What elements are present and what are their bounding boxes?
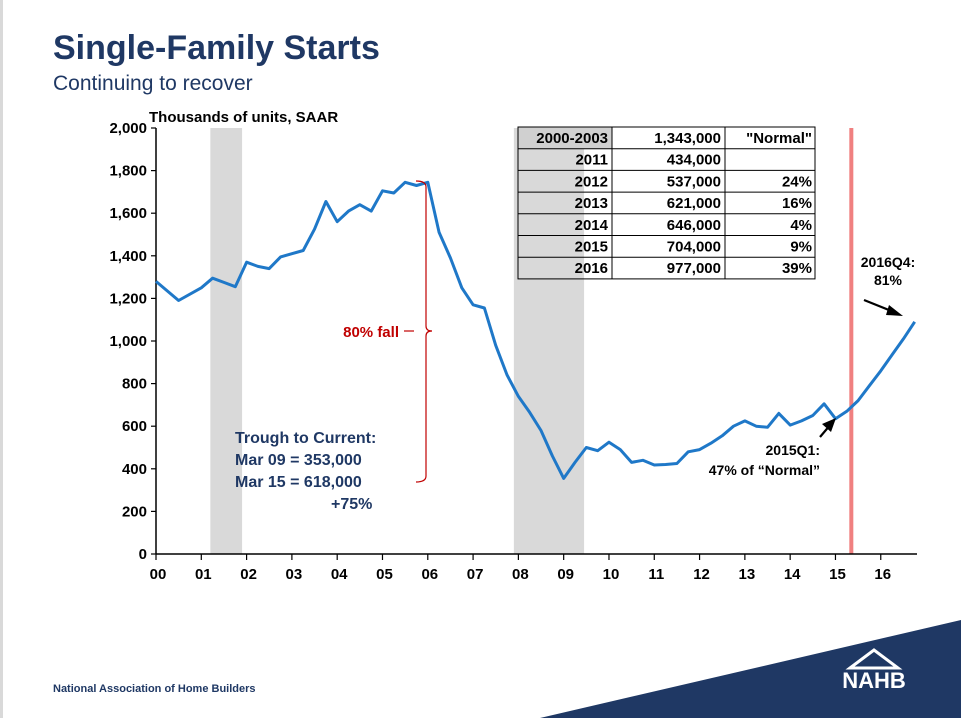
footer-organization: National Association of Home Builders [53, 683, 256, 695]
y-tick-label: 1,400 [109, 248, 147, 265]
trough-line-3: +75% [331, 496, 372, 513]
table-period-cell: 2012 [575, 173, 608, 190]
y-tick-label: 2,000 [109, 120, 147, 137]
x-tick-label: 03 [286, 566, 303, 583]
table-units-cell: 621,000 [667, 195, 721, 212]
table-units-cell: 977,000 [667, 260, 721, 277]
table-change-cell: 24% [782, 173, 812, 190]
q1-annotation-line-2: 47% of “Normal” [709, 462, 820, 478]
x-tick-label: 08 [512, 566, 529, 583]
fall-annotation: 80% fall [343, 324, 399, 341]
table-period-cell: 2016 [575, 260, 608, 277]
table-period-cell: 2014 [575, 217, 609, 234]
x-tick-label: 12 [693, 566, 710, 583]
table-units-cell: 704,000 [667, 239, 721, 256]
table-period-cell: 2011 [575, 152, 608, 169]
marker-line [849, 128, 854, 554]
x-tick-label: 06 [421, 566, 438, 583]
x-tick-label: 00 [150, 566, 167, 583]
y-tick-label: 1,200 [109, 290, 147, 307]
data-table: 2000-2003 1,343,000 "Normal" 2011 434,000 201… [517, 126, 816, 280]
trough-line-2: Mar 15 = 618,000 [235, 474, 362, 491]
table-period-cell: 2013 [575, 195, 608, 212]
table-units-cell: 646,000 [667, 217, 721, 234]
y-tick-label: 800 [122, 376, 147, 393]
table-change-cell: "Normal" [746, 130, 812, 147]
x-tick-label: 09 [557, 566, 574, 583]
x-tick-label: 04 [331, 566, 348, 583]
recession-band-1 [513, 128, 585, 554]
x-tick-label: 10 [603, 566, 620, 583]
annotations: 80% fall Trough to Current: Mar 09 = 353,0… [235, 180, 915, 513]
table-change-cell: 16% [782, 195, 812, 212]
x-tick-label: 11 [648, 566, 664, 583]
q4-annotation-line-2: 81% [874, 272, 903, 288]
x-tick-label: 02 [240, 566, 257, 583]
table-units-cell: 1,343,000 [654, 130, 721, 147]
table-period-cell: 2015 [575, 239, 608, 256]
tick-labels: 02004006008001,0001,2001,4001,6001,8002,… [109, 109, 891, 583]
trough-line-1: Mar 09 = 353,000 [235, 452, 362, 469]
y-tick-label: 1,000 [109, 333, 147, 350]
nahb-logo[interactable]: NAHB [842, 668, 906, 693]
table-border [517, 126, 816, 280]
table-change-cell: 9% [790, 239, 812, 256]
y-axis-label: Thousands of units, SAAR [149, 109, 338, 126]
q4-annotation-line-1: 2016Q4: [861, 254, 915, 270]
y-tick-label: 600 [122, 418, 147, 435]
axes [151, 127, 917, 560]
x-tick-label: 14 [784, 566, 801, 583]
y-tick-label: 0 [139, 546, 147, 563]
fall-bracket [415, 180, 433, 483]
y-tick-label: 400 [122, 461, 147, 478]
table-header-cell-bg [518, 127, 612, 149]
table-period-cell: 2000-2003 [536, 130, 608, 147]
q1-arrow-head [822, 418, 836, 432]
table-units-cell: 537,000 [667, 173, 721, 190]
table-change-cell: 4% [790, 217, 812, 234]
page-subtitle: Continuing to recover [53, 72, 253, 95]
recession-band-0 [210, 128, 243, 554]
y-tick-label: 1,600 [109, 205, 147, 222]
series-line-0 [155, 180, 916, 480]
x-tick-label: 16 [874, 566, 891, 583]
logo-background [832, 655, 916, 701]
y-tick-label: 1,800 [109, 163, 147, 180]
table-units-cell: 434,000 [667, 152, 721, 169]
recession-bands [210, 128, 854, 554]
q4-arrow-head [886, 305, 903, 316]
x-tick-label: 13 [739, 566, 756, 583]
y-tick-label: 200 [122, 503, 147, 520]
x-tick-label: 07 [467, 566, 484, 583]
x-tick-label: 15 [829, 566, 846, 583]
page-title: Single-Family Starts [53, 29, 380, 67]
logo-roof-icon [845, 648, 903, 670]
x-tick-label: 05 [376, 566, 393, 583]
table-change-cell: 39% [782, 260, 812, 277]
x-tick-label: 01 [195, 566, 212, 583]
q1-annotation-line-1: 2015Q1: [766, 442, 820, 458]
left-edge-rule [0, 0, 3, 718]
series-layer [155, 180, 916, 480]
trough-title: Trough to Current: [235, 430, 376, 447]
